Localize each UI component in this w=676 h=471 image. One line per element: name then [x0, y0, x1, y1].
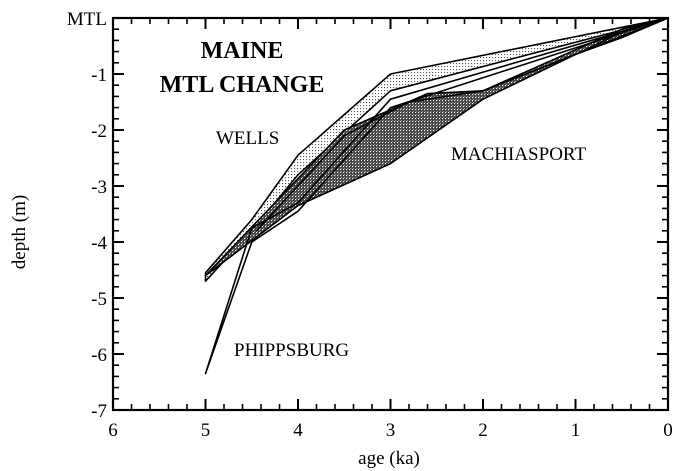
x-tick-label: 6 — [108, 420, 118, 441]
label-phippsburg: PHIPPSBURG — [234, 340, 349, 361]
series-band-phippsburg — [204, 17, 669, 375]
x-tick-label: 5 — [201, 420, 211, 441]
x-tick-label: 2 — [478, 420, 488, 441]
y-axis-title: depth (m) — [9, 195, 30, 269]
y-tick-label: -2 — [91, 121, 107, 142]
y-tick-label: -3 — [91, 177, 107, 198]
chart-title-line-1: MAINE — [201, 38, 284, 64]
x-tick-label: 3 — [386, 420, 396, 441]
x-tick-label: 0 — [663, 420, 673, 441]
y-tick-label: -5 — [91, 289, 107, 310]
outline-1 — [579, 17, 669, 54]
y-tick-label: -4 — [91, 233, 107, 254]
chart-title-line-2: MTL CHANGE — [160, 72, 325, 98]
axes-layer: 6 5 4 3 2 1 0 MTL -1 -2 -3 -4 -5 -6 -7 — [67, 9, 673, 441]
outline-0 — [255, 17, 669, 232]
x-tick-label: 1 — [571, 420, 581, 441]
x-tick-label: 4 — [293, 420, 303, 441]
x-axis-title: age (ka) — [358, 448, 420, 469]
y-tick-label: -7 — [91, 401, 107, 422]
label-machiasport: MACHIASPORT — [451, 144, 586, 165]
series-layer — [204, 17, 669, 375]
y-tick-label: MTL — [67, 9, 107, 30]
label-wells: WELLS — [216, 128, 279, 149]
y-tick-label: -1 — [91, 65, 107, 86]
y-tick-label: -6 — [91, 345, 107, 366]
